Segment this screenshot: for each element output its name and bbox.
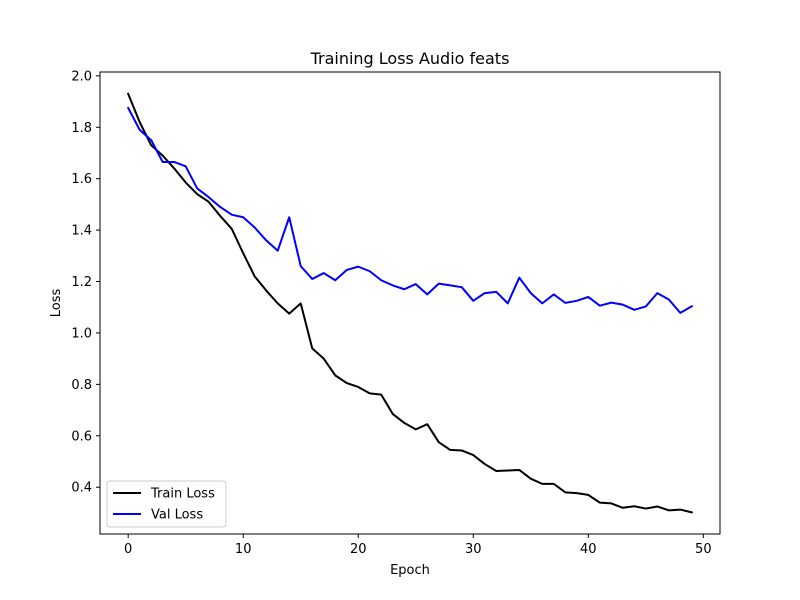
- x-tick-label: 50: [695, 542, 712, 557]
- plot-frame: [99, 71, 721, 535]
- y-axis-label: Loss: [49, 289, 64, 318]
- y-tick-label: 1.8: [71, 121, 92, 136]
- x-tick-label: 10: [235, 542, 252, 557]
- x-tick-label: 0: [124, 542, 132, 557]
- series-layer: [126, 92, 694, 514]
- x-tick-label: 40: [580, 542, 597, 557]
- y-tick-label: 0.4: [71, 481, 92, 496]
- x-tick-label: 20: [350, 542, 367, 557]
- legend-label-val-loss: Val Loss: [151, 508, 203, 523]
- x-tick-label: 30: [465, 542, 482, 557]
- y-tick-label: 0.8: [71, 378, 92, 393]
- y-tick-label: 1.0: [71, 326, 92, 341]
- x-axis-label: Epoch: [390, 563, 430, 578]
- legend-label-train-loss: Train Loss: [150, 487, 215, 502]
- y-tick-label: 1.6: [71, 172, 92, 187]
- x-axis: 0 10 20 30 40 50: [124, 534, 712, 557]
- y-tick-label: 1.4: [71, 224, 92, 239]
- y-tick-label: 1.2: [71, 275, 92, 290]
- y-tick-label: 2.0: [71, 69, 92, 84]
- chart-title: Training Loss Audio feats: [310, 49, 510, 68]
- y-axis: 0.4 0.6 0.8 1.0 1.2 1.4 1.6 1.8 2.0: [71, 69, 100, 496]
- series-line-train-loss: [126, 92, 694, 514]
- y-tick-label: 0.6: [71, 429, 92, 444]
- legend: Train Loss Val Loss: [106, 480, 227, 528]
- series-line-val-loss: [126, 106, 694, 314]
